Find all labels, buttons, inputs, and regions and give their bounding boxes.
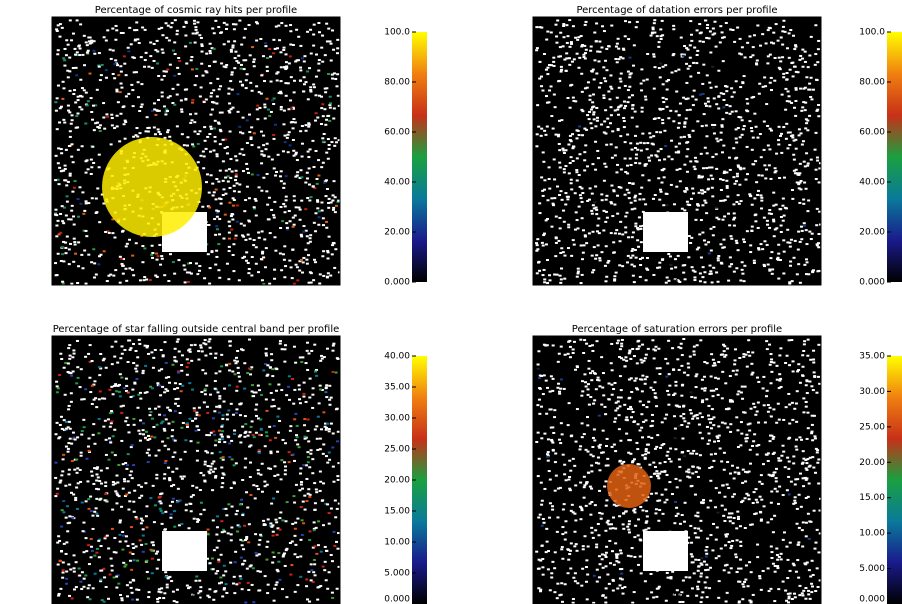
colorbar-tick-label: 0.000 (859, 278, 885, 288)
chart-title: Percentage of cosmic ray hits per profil… (95, 5, 297, 16)
x-tick-label: -90 (670, 593, 685, 603)
x-tick-label: -90 (189, 274, 204, 284)
colorbar-tick-label: 5.000 (859, 564, 885, 574)
x-tick-label: -90 (189, 593, 204, 603)
chart-title: Percentage of star falling outside centr… (53, 324, 340, 335)
colorbar-tick-label: 0.000 (384, 595, 410, 604)
colorbar-tick-label: 5.000 (384, 569, 410, 579)
colorbar-tick-label: 100.0 (859, 28, 885, 38)
colorbar-tick-label: 40.00 (384, 352, 410, 362)
colorbar-tick-label: 25.00 (384, 445, 410, 455)
panel: Percentage of star falling outside centr… (52, 324, 427, 604)
colorbar-tick-label: 60.00 (859, 128, 885, 138)
colorbar-tick-label: 20.00 (859, 458, 885, 468)
colorbar-tick-label: 80.00 (384, 78, 410, 88)
colorbar-tick-label: 25.00 (859, 422, 885, 432)
panel: Percentage of saturation errors per prof… (533, 324, 902, 604)
colorbar-tick-label: 30.00 (384, 414, 410, 424)
colorbar (887, 356, 902, 604)
colorbar-tick-label: 60.00 (384, 128, 410, 138)
colorbar-tick-label: 35.00 (859, 352, 885, 362)
colorbar-tick-label: 15.00 (384, 507, 410, 517)
x-tick-label: -90 (670, 274, 685, 284)
panel: Percentage of cosmic ray hits per profil… (52, 5, 427, 288)
colorbar (412, 32, 427, 282)
colorbar-tick-label: 100.0 (384, 28, 410, 38)
colorbar-tick-label: 20.00 (384, 476, 410, 486)
colorbar-tick-label: 15.00 (859, 493, 885, 503)
colorbar-tick-label: 35.00 (384, 383, 410, 393)
colorbar-tick-label: 40.00 (384, 178, 410, 188)
colorbar-tick-label: 10.00 (384, 538, 410, 548)
colorbar-tick-label: 80.00 (859, 78, 885, 88)
chart-title: Percentage of saturation errors per prof… (572, 324, 782, 335)
colorbar-tick-label: 40.00 (859, 178, 885, 188)
chart-title: Percentage of datation errors per profil… (576, 5, 777, 16)
colorbar-tick-label: 10.00 (859, 529, 885, 539)
colorbar-tick-label: 0.000 (859, 595, 885, 604)
figure: Percentage of cosmic ray hits per profil… (0, 0, 902, 604)
colorbar-tick-label: 20.00 (859, 228, 885, 238)
colorbar (887, 32, 902, 282)
colorbar-tick-label: 30.00 (859, 387, 885, 397)
colorbar-tick-label: 20.00 (384, 228, 410, 238)
colorbar-tick-label: 0.000 (384, 278, 410, 288)
panel: Percentage of datation errors per profil… (533, 5, 902, 288)
